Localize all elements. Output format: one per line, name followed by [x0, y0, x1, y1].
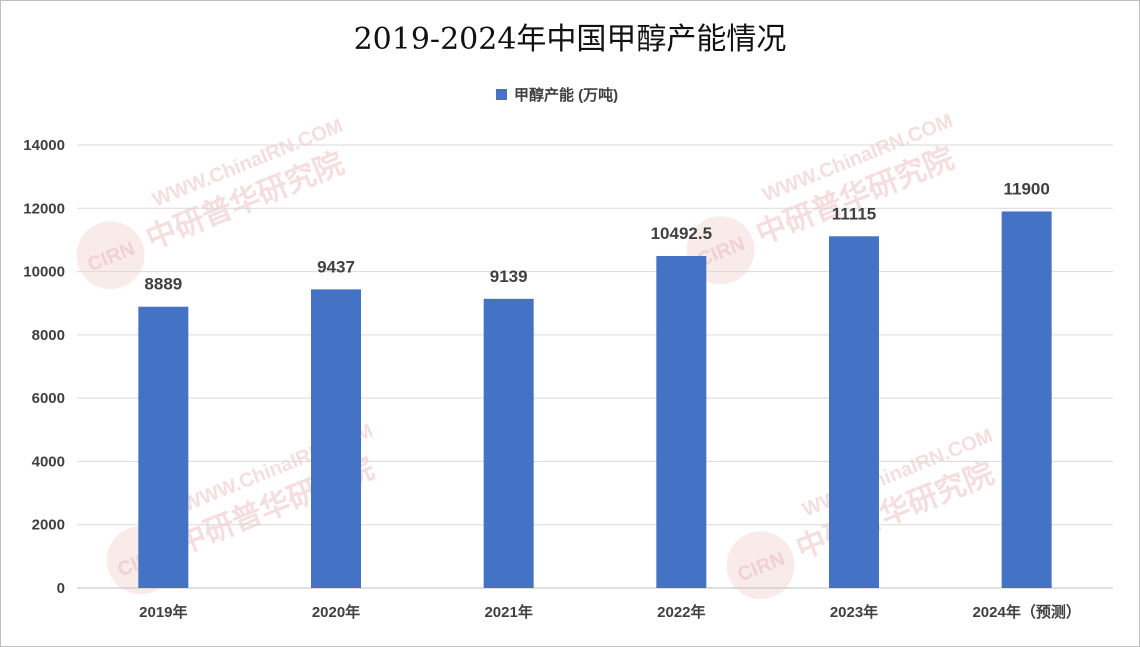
bar — [138, 306, 189, 588]
bar — [656, 255, 707, 589]
bar — [311, 289, 361, 588]
legend: 甲醇产能 (万吨) — [496, 86, 618, 104]
data-label: 8889 — [144, 275, 182, 294]
bar — [1001, 211, 1052, 588]
y-tick-label: 4000 — [32, 453, 65, 470]
watermark-logo-circle — [726, 531, 795, 600]
x-tick-label: 2020年 — [312, 603, 360, 621]
data-label: 11115 — [832, 204, 876, 223]
x-tick-label: 2019年 — [139, 603, 187, 621]
bar — [483, 298, 534, 588]
x-tick-label: 2022年 — [657, 603, 705, 621]
y-tick-label: 14000 — [23, 137, 65, 154]
chart-title: 2019-2024年中国甲醇产能情况 — [354, 22, 787, 57]
y-axis: 0 2000 4000 6000 8000 10000 12000 14000 — [23, 137, 65, 597]
data-label: 11900 — [1003, 179, 1049, 198]
gridlines — [77, 144, 1113, 589]
y-tick-label: 10000 — [23, 264, 65, 281]
x-axis: 2019年 2020年 2021年 2022年 2023年 2024年（预测） — [139, 603, 1081, 621]
data-label: 10492.5 — [651, 224, 712, 243]
y-tick-label: 0 — [57, 580, 65, 597]
x-tick-label: 2021年 — [484, 603, 532, 621]
y-tick-label: 2000 — [32, 517, 65, 534]
y-tick-label: 8000 — [32, 327, 65, 344]
legend-swatch — [496, 89, 507, 100]
y-tick-label: 6000 — [32, 390, 65, 407]
y-tick-label: 12000 — [23, 200, 65, 217]
x-tick-label: 2023年 — [830, 603, 878, 621]
bars — [138, 211, 1052, 589]
data-label: 9437 — [317, 257, 355, 276]
watermark-logo-circle — [76, 221, 145, 290]
bar — [829, 236, 879, 588]
data-label: 9139 — [490, 267, 528, 286]
legend-label: 甲醇产能 (万吨) — [514, 86, 618, 104]
data-labels: 8889 9437 9139 10492.5 11115 11900 — [144, 179, 1049, 293]
x-tick-label: 2024年（预测） — [972, 603, 1080, 621]
